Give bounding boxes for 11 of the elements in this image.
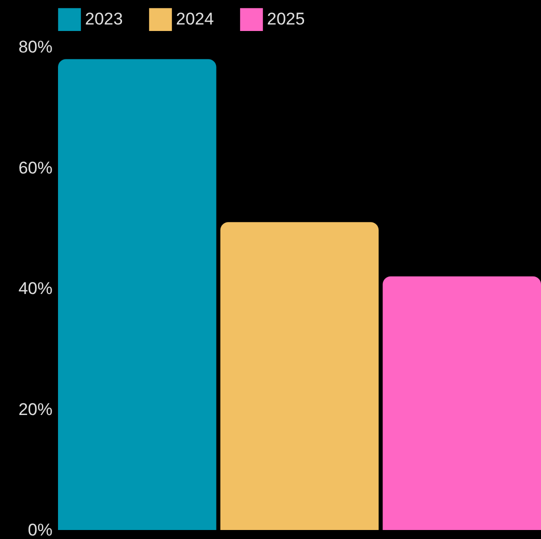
y-tick-label: 40% — [18, 279, 52, 298]
bar — [58, 59, 216, 530]
bar — [382, 276, 541, 530]
y-tick-label: 20% — [18, 400, 52, 419]
y-tick-label: 80% — [18, 38, 52, 56]
y-tick-label: 0% — [28, 520, 52, 539]
legend-label: 2024 — [176, 10, 214, 29]
legend-label: 2025 — [267, 10, 305, 29]
bar — [220, 222, 379, 530]
legend-label: 2023 — [85, 10, 123, 29]
y-tick-label: 60% — [18, 158, 52, 178]
